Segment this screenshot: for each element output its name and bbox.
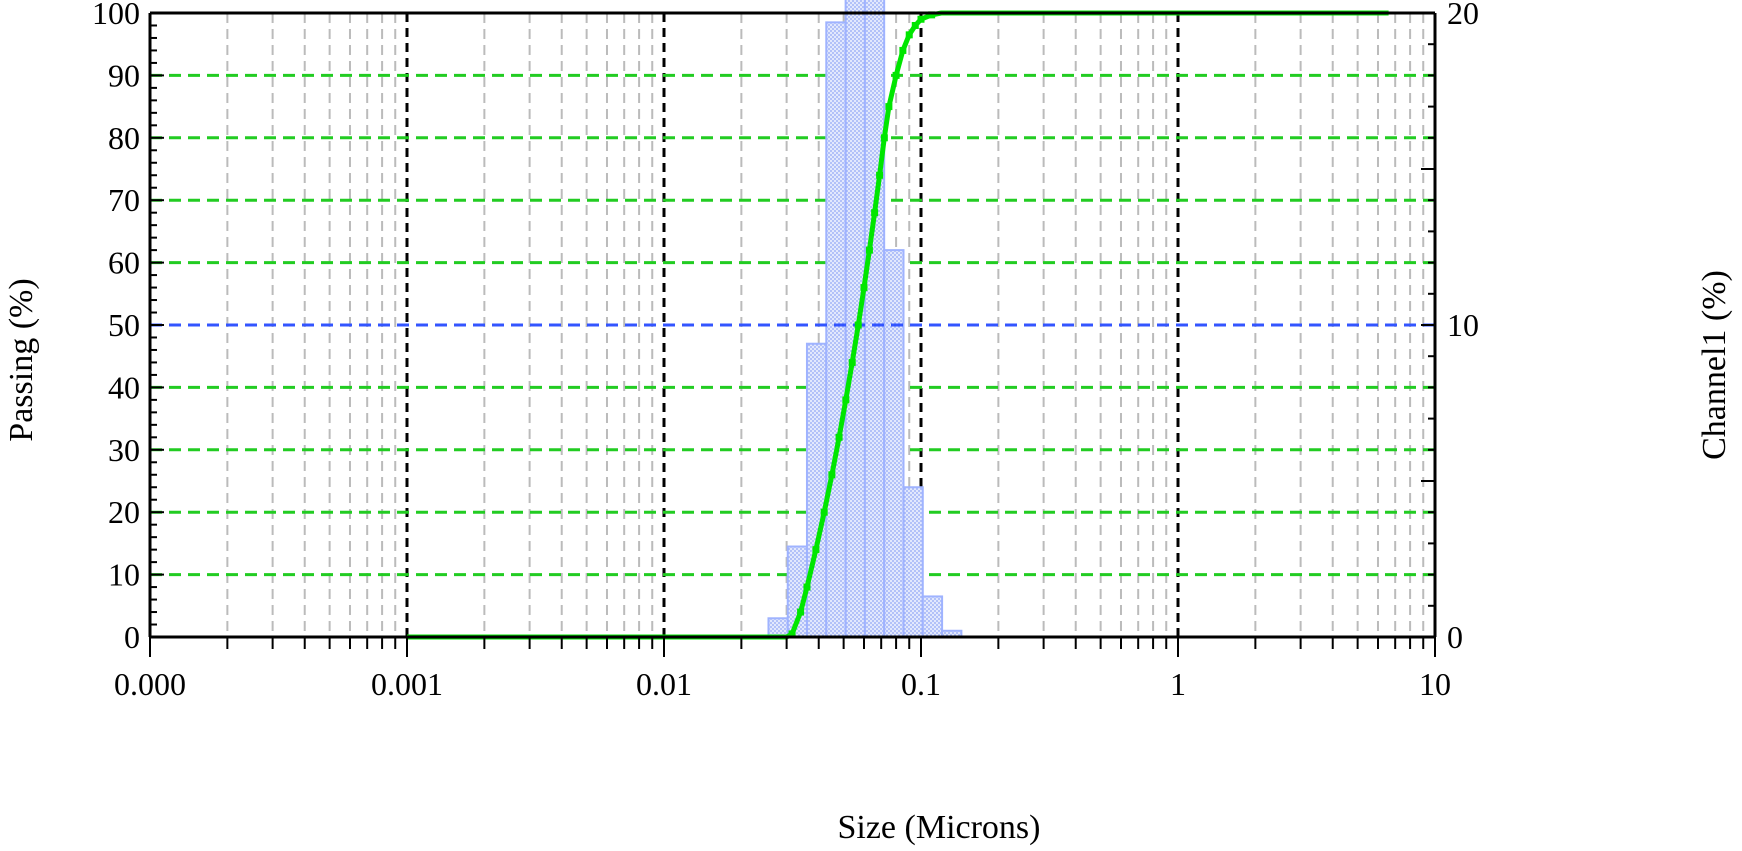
left-y-axis-label: Passing (%) <box>3 278 40 441</box>
left-y-tick-label: 90 <box>108 57 140 93</box>
histogram-bar <box>825 21 847 639</box>
passing-point <box>803 583 811 591</box>
x-tick-label: 0.001 <box>371 666 443 702</box>
passing-point <box>820 508 828 516</box>
right-y-tick-label: 20 <box>1447 0 1479 31</box>
passing-point <box>835 433 843 441</box>
histogram-bars <box>767 0 963 639</box>
histogram-bar <box>767 617 789 639</box>
left-y-tick-label: 30 <box>108 432 140 468</box>
x-tick-label: 0.01 <box>636 666 692 702</box>
histogram-bar <box>902 486 924 638</box>
passing-point <box>828 471 836 479</box>
passing-point <box>788 630 796 638</box>
left-y-tick-label: 60 <box>108 245 140 281</box>
passing-point <box>848 358 856 366</box>
x-tick-label: 0.1 <box>901 666 941 702</box>
passing-point <box>797 608 805 616</box>
passing-point <box>880 134 888 142</box>
passing-point <box>860 284 868 292</box>
passing-point <box>899 46 907 54</box>
left-y-tick-label: 20 <box>108 494 140 530</box>
x-axis-label: Size (Microns) <box>837 809 1040 846</box>
passing-point <box>812 546 820 554</box>
passing-point <box>917 15 925 23</box>
passing-point <box>911 21 919 29</box>
histogram-bar <box>805 342 828 638</box>
histogram-bar <box>844 0 866 639</box>
x-tick-label: 0.000 <box>114 666 186 702</box>
x-tick-label: 1 <box>1170 666 1186 702</box>
passing-point <box>842 396 850 404</box>
left-y-tick-label: 100 <box>92 0 140 31</box>
left-y-tick-label: 50 <box>108 307 140 343</box>
left-y-tick-label: 40 <box>108 369 140 405</box>
histogram-bar <box>921 595 944 639</box>
right-y-tick-label: 0 <box>1447 619 1463 655</box>
right-y-axis-label: Channel1 (%) <box>1696 270 1733 460</box>
left-y-tick-label: 80 <box>108 120 140 156</box>
passing-curve-layer <box>407 10 1389 640</box>
passing-point <box>876 171 884 179</box>
left-y-tick-label: 10 <box>108 557 140 593</box>
passing-point <box>885 103 893 111</box>
x-tick-label: 10 <box>1419 666 1451 702</box>
passing-point <box>854 321 862 329</box>
right-y-tick-label: 10 <box>1447 307 1479 343</box>
axes <box>148 11 1437 657</box>
tick-labels: 0 10 20 30 40 50 60 70 80 90 100 0 10 20 0.000 0.001 0.0… <box>92 0 1479 702</box>
passing-point <box>905 31 913 39</box>
left-y-tick-label: 0 <box>124 619 140 655</box>
passing-point <box>871 209 879 217</box>
histogram-bar <box>863 0 886 639</box>
passing-point <box>928 11 936 19</box>
passing-point <box>892 71 900 79</box>
histogram-bar <box>883 249 905 638</box>
left-y-tick-label: 70 <box>108 182 140 218</box>
passing-point <box>865 246 873 254</box>
